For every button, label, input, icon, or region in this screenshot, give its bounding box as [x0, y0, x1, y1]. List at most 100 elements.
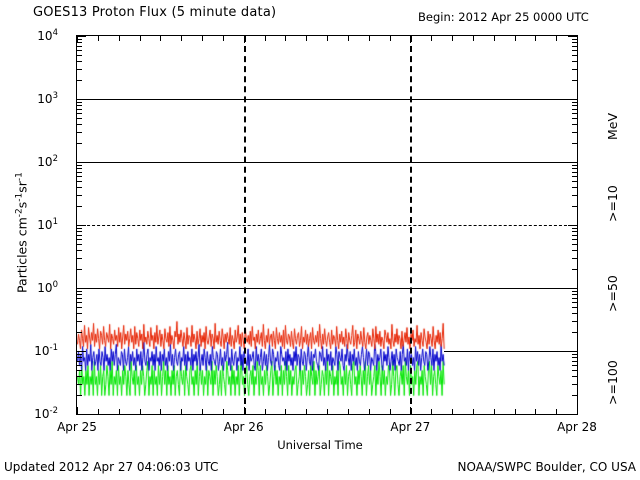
x-axis-minor-tick	[389, 35, 391, 41]
y-axis-minor-tick	[572, 38, 578, 40]
x-axis-major-tick	[77, 407, 78, 415]
x-axis-minor-tick	[327, 35, 328, 41]
begin-time-label: Begin: 2012 Apr 25 0000 UTC	[418, 10, 589, 24]
y-axis-major-tick	[568, 288, 578, 289]
y-axis-minor-tick	[572, 194, 578, 196]
y-axis-minor-tick	[76, 68, 82, 70]
y-axis-minor-tick	[572, 54, 578, 56]
y-axis-minor-tick	[76, 364, 82, 366]
y-axis-minor-tick	[76, 49, 82, 51]
y-axis-minor-tick	[76, 376, 82, 378]
y-axis-minor-tick	[572, 101, 578, 103]
x-axis-title: Universal Time	[277, 438, 363, 452]
x-axis-minor-tick	[535, 35, 537, 41]
y-axis-minor-tick	[572, 294, 578, 296]
x-axis-minor-tick	[493, 409, 495, 415]
legend-ge100-mev: >=100	[605, 360, 620, 405]
y-axis-minor-tick	[572, 45, 578, 47]
x-axis-minor-tick	[118, 409, 120, 415]
x-axis-minor-tick	[139, 409, 141, 415]
gridline-dashed	[77, 225, 577, 226]
y-axis-minor-tick	[572, 168, 578, 170]
x-axis-minor-tick	[264, 35, 266, 41]
y-axis-minor-tick	[572, 180, 578, 182]
x-axis-minor-tick	[285, 35, 287, 41]
legend-ge50-mev: >=50	[605, 275, 620, 312]
y-axis-minor-tick	[572, 238, 578, 240]
legend-ge10-mev: >=10	[605, 185, 620, 222]
y-axis-minor-tick	[76, 269, 82, 271]
day-boundary-line	[410, 36, 413, 414]
y-axis-minor-tick	[76, 306, 82, 308]
y-axis-minor-tick	[76, 168, 82, 170]
y-axis-major-tick	[568, 414, 578, 415]
y-axis-minor-tick	[572, 306, 578, 308]
y-axis-minor-tick	[76, 383, 82, 385]
day-boundary-line	[243, 36, 246, 414]
y-axis-major-tick	[568, 351, 578, 352]
x-axis-minor-tick	[472, 409, 474, 415]
y-axis-minor-tick	[76, 194, 82, 196]
y-axis-minor-tick	[572, 68, 578, 70]
y-axis-minor-tick	[572, 395, 578, 397]
y-axis-major-tick	[76, 351, 86, 352]
y-axis-major-tick	[568, 162, 578, 163]
x-axis-minor-tick	[181, 35, 183, 41]
y-axis-minor-tick	[572, 187, 578, 189]
x-axis-major-tick	[577, 407, 578, 415]
y-axis-minor-tick	[76, 45, 82, 47]
y-axis-minor-tick	[76, 290, 82, 292]
y-axis-minor-tick	[76, 357, 82, 359]
x-axis-label: Apr 28	[557, 420, 597, 434]
y-axis-minor-tick	[572, 117, 578, 119]
y-axis-minor-tick	[572, 301, 578, 303]
x-axis-minor-tick	[556, 409, 558, 415]
x-axis-label: Apr 27	[390, 420, 431, 434]
y-axis-minor-tick	[76, 238, 82, 240]
y-axis-minor-tick	[76, 206, 82, 208]
x-axis-minor-tick	[139, 35, 141, 41]
x-axis-minor-tick	[347, 409, 349, 415]
x-axis-minor-tick	[202, 409, 203, 415]
y-axis-minor-tick	[572, 131, 578, 133]
y-axis-label: 102	[37, 154, 58, 169]
x-axis-minor-tick	[306, 409, 308, 415]
y-axis-major-tick	[568, 99, 578, 100]
y-axis-minor-tick	[572, 313, 578, 315]
y-axis-minor-tick	[572, 227, 578, 229]
y-axis-minor-tick	[572, 171, 578, 173]
y-axis-minor-tick	[76, 42, 82, 44]
y-axis-major-tick	[76, 225, 86, 226]
y-axis-minor-tick	[572, 257, 578, 259]
y-axis-minor-tick	[572, 108, 578, 110]
x-axis-minor-tick	[264, 409, 266, 415]
x-axis-minor-tick	[472, 35, 474, 41]
y-axis-minor-tick	[572, 250, 578, 252]
y-axis-minor-tick	[76, 301, 82, 303]
y-axis-minor-tick	[76, 320, 82, 322]
y-axis-major-tick	[76, 288, 86, 289]
y-axis-minor-tick	[76, 294, 82, 296]
y-axis-major-tick	[568, 225, 578, 226]
y-axis-minor-tick	[572, 369, 578, 371]
x-axis-major-tick	[243, 35, 245, 43]
y-axis-minor-tick	[76, 227, 82, 229]
y-axis-minor-tick	[76, 395, 82, 397]
y-axis-minor-tick	[572, 143, 578, 145]
x-axis-minor-tick	[222, 35, 224, 41]
footer-source-agency: NOAA/SWPC Boulder, CO USA	[457, 460, 636, 474]
y-axis-major-tick	[76, 162, 86, 163]
y-axis-minor-tick	[572, 297, 578, 299]
x-axis-major-tick	[77, 35, 78, 43]
y-axis-minor-tick	[572, 175, 578, 177]
y-axis-minor-tick	[572, 243, 578, 245]
y-axis-minor-tick	[572, 357, 578, 359]
x-axis-minor-tick	[306, 35, 308, 41]
x-axis-minor-tick	[431, 35, 433, 41]
y-axis-major-tick	[76, 36, 86, 37]
y-axis-minor-tick	[572, 80, 578, 82]
y-axis-minor-tick	[572, 269, 578, 271]
y-axis-minor-tick	[572, 383, 578, 385]
y-axis-minor-tick	[572, 353, 578, 355]
y-axis-minor-tick	[76, 297, 82, 299]
